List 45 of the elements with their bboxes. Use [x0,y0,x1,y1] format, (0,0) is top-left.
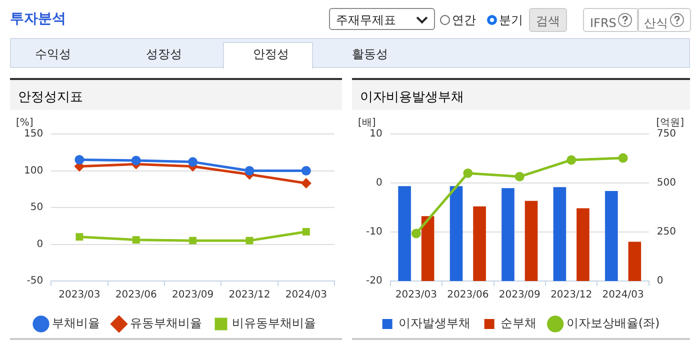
y-tick-label: -10 [366,226,382,238]
legend-label: 부채비율 [52,316,100,330]
y-tick-label: 50 [30,202,44,214]
x-tick-label: 2023/09 [172,290,214,301]
legend-label: 비유동부채비율 [232,316,316,330]
x-tick-label: 2024/03 [602,290,644,301]
x-tick-label: 2024/03 [285,290,327,301]
legend-label: 이자보상배율(좌) [566,316,660,330]
text: 주재무제표 [329,8,435,30]
x-tick-label: 2023/12 [228,290,270,301]
text: 투자분석 [10,10,66,28]
text: 성장성 [146,46,182,63]
y2-axis-title: [억원] [656,118,684,129]
chart-title: 이자비용발생부채 [352,80,690,110]
y-tick-label: -20 [366,276,382,287]
y-tick-label: 150 [24,128,44,140]
legend-label: 유동부채비율 [130,316,202,330]
text: 검색 [529,8,567,32]
legend-label: 순부채 [500,316,536,330]
y-tick-label: 0 [376,178,382,189]
legend-label: 이자발생부채 [398,316,470,330]
y-tick-label: 0 [36,238,44,250]
text: IFRS [583,8,640,32]
y-tick-label: 10 [370,128,382,140]
y-axis-title: [배] [358,118,376,129]
chart-title: 안정성지표 [10,80,342,110]
text: 연간 [451,12,476,29]
x-tick-label: 2023/09 [498,290,540,301]
y2-tick-label: 0 [656,276,664,287]
text: 활동성 [352,46,388,63]
x-tick-label: 2023/12 [550,290,592,301]
y-axis-title: [%] [16,118,34,129]
y-tick-label: 100 [24,165,44,176]
text: 분기 [498,12,523,29]
x-tick-label: 2023/06 [447,290,489,301]
text: 산식 [637,8,691,32]
x-tick-label: 2023/03 [395,290,437,301]
text: 안정성 [253,46,289,63]
y2-tick-label: 750 [656,128,676,140]
x-tick-label: 2023/06 [115,290,157,301]
text: 수익성 [35,46,71,63]
y2-tick-label: 250 [656,226,676,238]
x-tick-label: 2023/03 [58,290,100,301]
y-tick-label: -50 [26,276,44,287]
y2-tick-label: 500 [656,178,676,189]
